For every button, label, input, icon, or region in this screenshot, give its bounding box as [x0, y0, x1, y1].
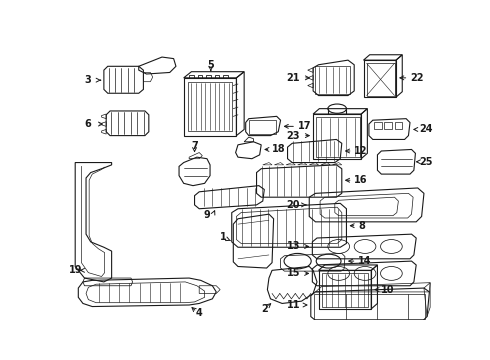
Text: 20: 20 — [287, 200, 300, 210]
Bar — [184, 78, 236, 136]
Text: 14: 14 — [358, 256, 371, 266]
Text: 21: 21 — [287, 73, 300, 83]
Bar — [249, 120, 276, 134]
Bar — [385, 122, 392, 130]
Text: 15: 15 — [287, 269, 300, 278]
Bar — [321, 274, 368, 307]
Text: 3: 3 — [84, 75, 91, 85]
Text: 4: 4 — [196, 308, 202, 318]
Text: 13: 13 — [287, 242, 300, 252]
Bar — [364, 60, 396, 97]
Text: 22: 22 — [410, 73, 423, 83]
Text: 23: 23 — [287, 131, 300, 141]
Bar — [316, 117, 360, 157]
Text: 17: 17 — [297, 121, 311, 131]
Bar — [314, 294, 425, 319]
Text: 16: 16 — [354, 175, 368, 185]
Text: 7: 7 — [191, 141, 198, 150]
Text: 6: 6 — [84, 119, 91, 129]
Bar — [316, 66, 349, 94]
Text: 10: 10 — [381, 285, 395, 294]
Text: 5: 5 — [207, 60, 214, 70]
Text: 19: 19 — [69, 265, 82, 275]
Bar — [374, 122, 382, 130]
Bar — [188, 82, 232, 131]
Text: 8: 8 — [358, 221, 365, 231]
Text: 1: 1 — [220, 232, 226, 242]
Text: 24: 24 — [419, 125, 433, 134]
Text: 18: 18 — [272, 144, 286, 154]
Text: 12: 12 — [354, 146, 368, 156]
Bar — [313, 114, 361, 159]
Text: 25: 25 — [419, 157, 433, 167]
Text: 2: 2 — [261, 304, 268, 314]
Bar — [394, 122, 402, 130]
Text: 11: 11 — [287, 300, 300, 310]
Bar — [318, 270, 371, 309]
Text: 9: 9 — [203, 210, 210, 220]
Bar — [367, 63, 394, 95]
